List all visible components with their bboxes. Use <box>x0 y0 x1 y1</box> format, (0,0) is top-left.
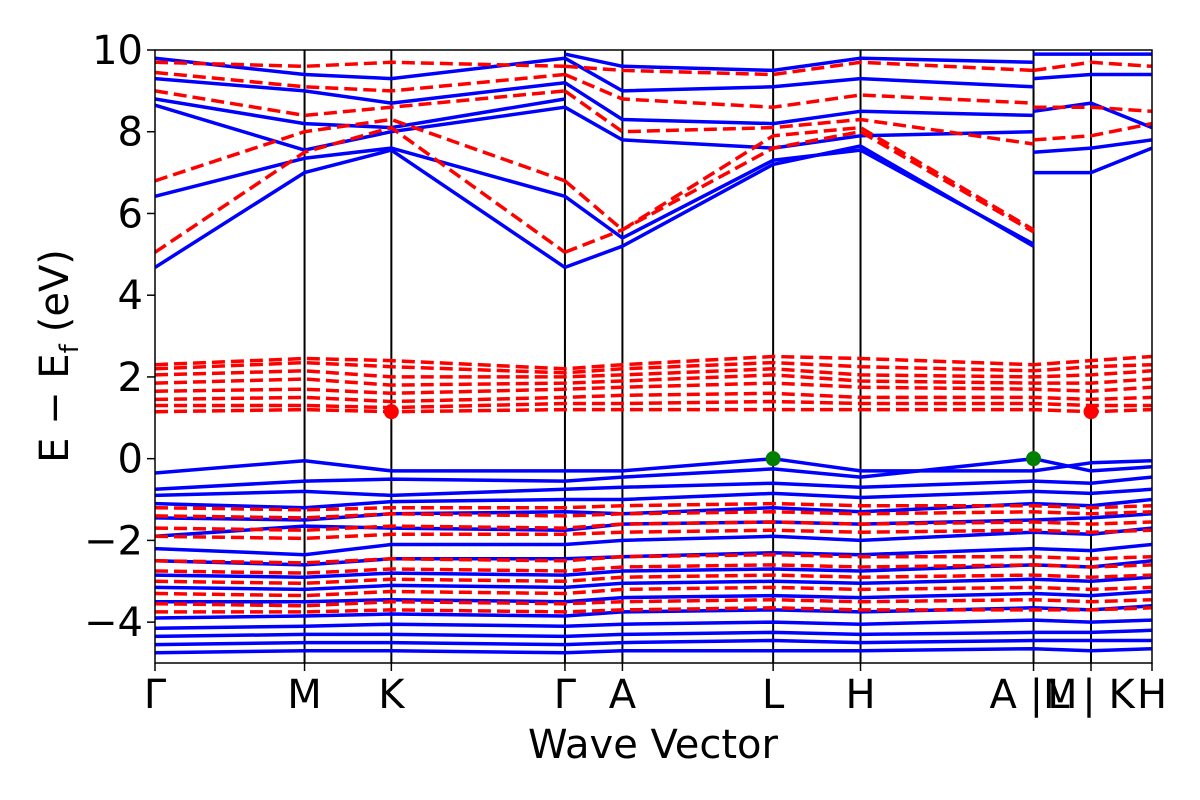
y-tick-label-0: −4 <box>84 600 143 646</box>
solid-band-18 <box>155 456 1152 492</box>
solid-band-4 <box>155 76 566 105</box>
dashed-band-20 <box>155 354 1152 371</box>
dashed-band-30 <box>155 606 1152 614</box>
solid-band-7 <box>563 148 1035 246</box>
solid-band-31 <box>155 638 1152 647</box>
band-edge-marker-0 <box>383 404 399 420</box>
y-tick-label-1: −2 <box>84 518 143 564</box>
y-tick-label-6: 8 <box>118 110 143 156</box>
band-edge-marker-3 <box>1026 451 1042 467</box>
band-curves <box>155 52 1152 655</box>
dashed-band-9 <box>564 60 1034 77</box>
solid-band-15 <box>1033 72 1152 81</box>
dashed-band-1 <box>155 117 566 183</box>
plot-area <box>155 50 1152 663</box>
y-tick-label-5: 6 <box>118 191 143 237</box>
dashed-band-13 <box>155 407 1152 414</box>
x-tick-label-1: M <box>287 672 322 718</box>
solid-band-27 <box>155 589 1152 604</box>
dashed-band-14 <box>155 399 1152 410</box>
dashed-band-26 <box>155 563 1152 575</box>
dashed-band-15 <box>155 391 1152 404</box>
y-axis-title: E − Ef (eV) <box>32 249 85 463</box>
x-tick-label-5: L <box>762 672 785 718</box>
y-axis-title-subscript: f <box>55 343 85 353</box>
x-tick-label-9: H <box>1137 672 1167 718</box>
x-tick-label-8: L | K <box>1047 672 1136 718</box>
solid-band-0 <box>155 148 566 269</box>
x-tick-label-2: K <box>378 672 406 718</box>
x-axis-title: Wave Vector <box>528 722 779 768</box>
x-tick-label-7: A |M <box>989 672 1077 718</box>
solid-band-12 <box>1033 146 1152 175</box>
dashed-band-2 <box>155 89 566 118</box>
y-axis-ticks: −4 −2 0 2 4 6 8 10 <box>84 28 155 646</box>
y-tick-label-7: 10 <box>92 28 143 74</box>
solid-band-13 <box>1033 138 1152 154</box>
dashed-band-8 <box>564 72 1034 109</box>
dashed-band-4 <box>155 60 565 69</box>
y-axis-title-unit: (eV) <box>32 249 78 332</box>
dashed-band-18 <box>155 367 1152 379</box>
solid-band-20 <box>155 487 1152 510</box>
dashed-band-10 <box>1033 121 1152 142</box>
y-axis-title-main: E − E <box>32 353 78 463</box>
solid-band-6 <box>564 144 1035 270</box>
band-edge-markers <box>383 404 1099 467</box>
dashed-band-16 <box>155 381 1152 396</box>
dashed-band-21 <box>155 501 1152 512</box>
solid-band-25 <box>155 559 1152 579</box>
plot-frame <box>154 49 1153 664</box>
dashed-band-5 <box>564 129 1035 254</box>
band-edge-marker-2 <box>765 451 781 467</box>
x-tick-label-3: Γ <box>554 672 577 718</box>
dashed-band-3 <box>155 70 566 93</box>
solid-band-11 <box>564 52 1034 73</box>
solid-band-23 <box>155 526 1152 557</box>
solid-band-28 <box>155 604 1152 620</box>
y-tick-label-2: 0 <box>118 437 143 483</box>
solid-band-1 <box>155 146 566 198</box>
solid-band-32 <box>155 646 1152 655</box>
dashed-band-27 <box>155 573 1152 586</box>
x-tick-label-0: Γ <box>144 672 167 718</box>
dashed-band-11 <box>1033 105 1152 114</box>
dashed-band-29 <box>155 597 1152 608</box>
solid-band-26 <box>155 575 1152 592</box>
solid-band-17 <box>155 456 1152 475</box>
solid-band-5 <box>155 56 566 81</box>
solid-band-29 <box>155 618 1152 631</box>
dashed-band-12 <box>1033 60 1152 73</box>
dashed-band-7 <box>563 89 1034 146</box>
dashed-band-19 <box>155 360 1152 375</box>
dashed-band-23 <box>155 520 1152 532</box>
x-tick-label-6: H <box>845 672 875 718</box>
solid-band-19 <box>155 475 1152 498</box>
solid-band-30 <box>155 628 1152 639</box>
y-tick-label-4: 4 <box>118 273 143 319</box>
dashed-band-24 <box>155 528 1152 541</box>
x-tick-label-4: A <box>609 672 637 718</box>
dashed-band-17 <box>155 373 1152 387</box>
solid-band-9 <box>563 81 1034 126</box>
dashed-band-22 <box>155 510 1152 520</box>
y-tick-label-3: 2 <box>118 355 143 401</box>
dashed-band-6 <box>563 125 1035 232</box>
dashed-band-25 <box>155 552 1152 565</box>
svg-text:E − Ef(eV): E − Ef (eV) <box>32 249 85 463</box>
solid-band-10 <box>564 56 1034 93</box>
dashed-band-28 <box>155 585 1152 598</box>
solid-band-2 <box>155 103 566 152</box>
band-edge-marker-1 <box>1083 404 1099 420</box>
